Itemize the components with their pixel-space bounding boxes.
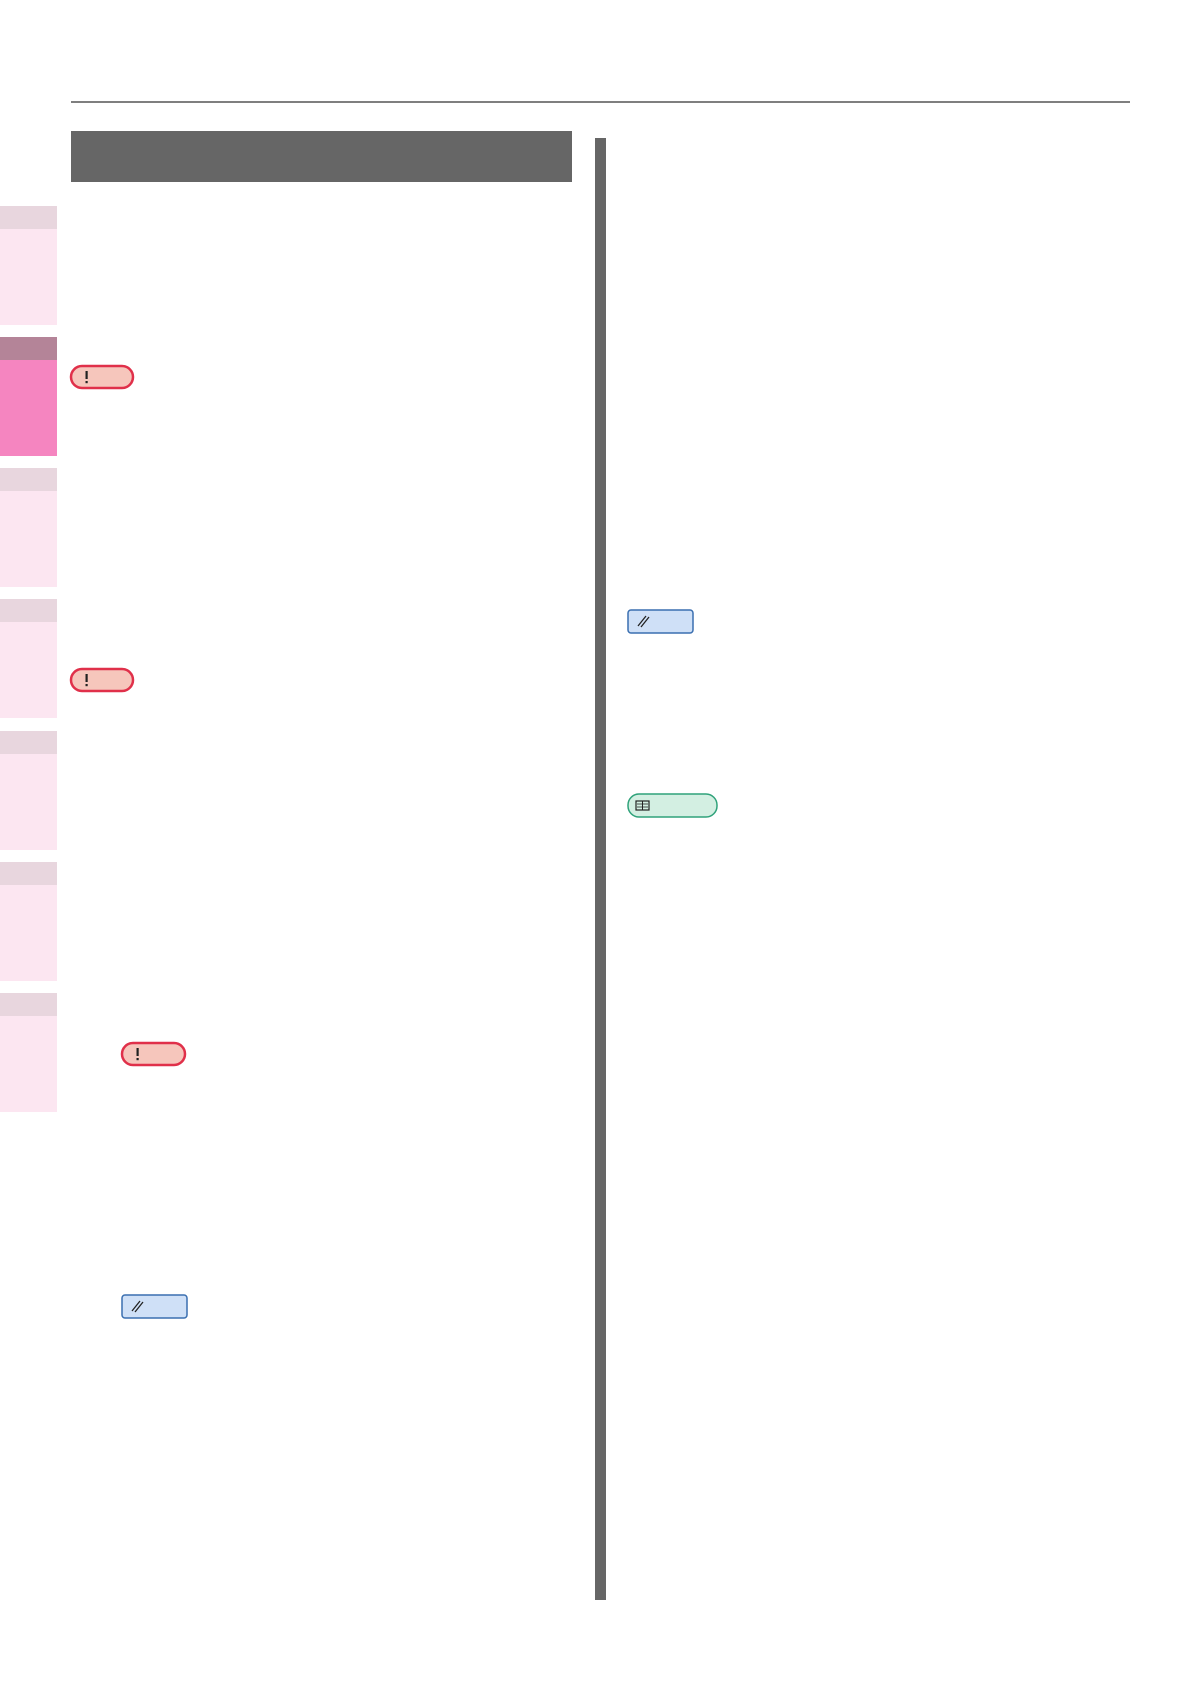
tab-body bbox=[0, 754, 57, 850]
tab-header bbox=[0, 599, 57, 622]
tab-header bbox=[0, 468, 57, 491]
tab-body bbox=[0, 885, 57, 981]
column-bar bbox=[595, 138, 606, 1600]
tab-body bbox=[0, 622, 57, 718]
chapter-tabs bbox=[0, 206, 57, 1112]
memo-icon bbox=[121, 1294, 188, 1319]
note-icon bbox=[120, 1041, 187, 1067]
tab-header bbox=[0, 993, 57, 1016]
tab-header bbox=[0, 862, 57, 885]
reference-icon bbox=[627, 793, 718, 818]
section-heading-bar bbox=[71, 131, 572, 182]
tab-header-active bbox=[0, 337, 57, 360]
note-icon bbox=[69, 667, 135, 693]
tab-body bbox=[0, 1016, 57, 1112]
tab-body bbox=[0, 491, 57, 587]
tab-header bbox=[0, 731, 57, 754]
tab-body-active bbox=[0, 360, 57, 456]
tab-header bbox=[0, 206, 57, 229]
tab-body bbox=[0, 229, 57, 325]
note-icon bbox=[69, 364, 135, 390]
memo-icon bbox=[627, 609, 694, 634]
